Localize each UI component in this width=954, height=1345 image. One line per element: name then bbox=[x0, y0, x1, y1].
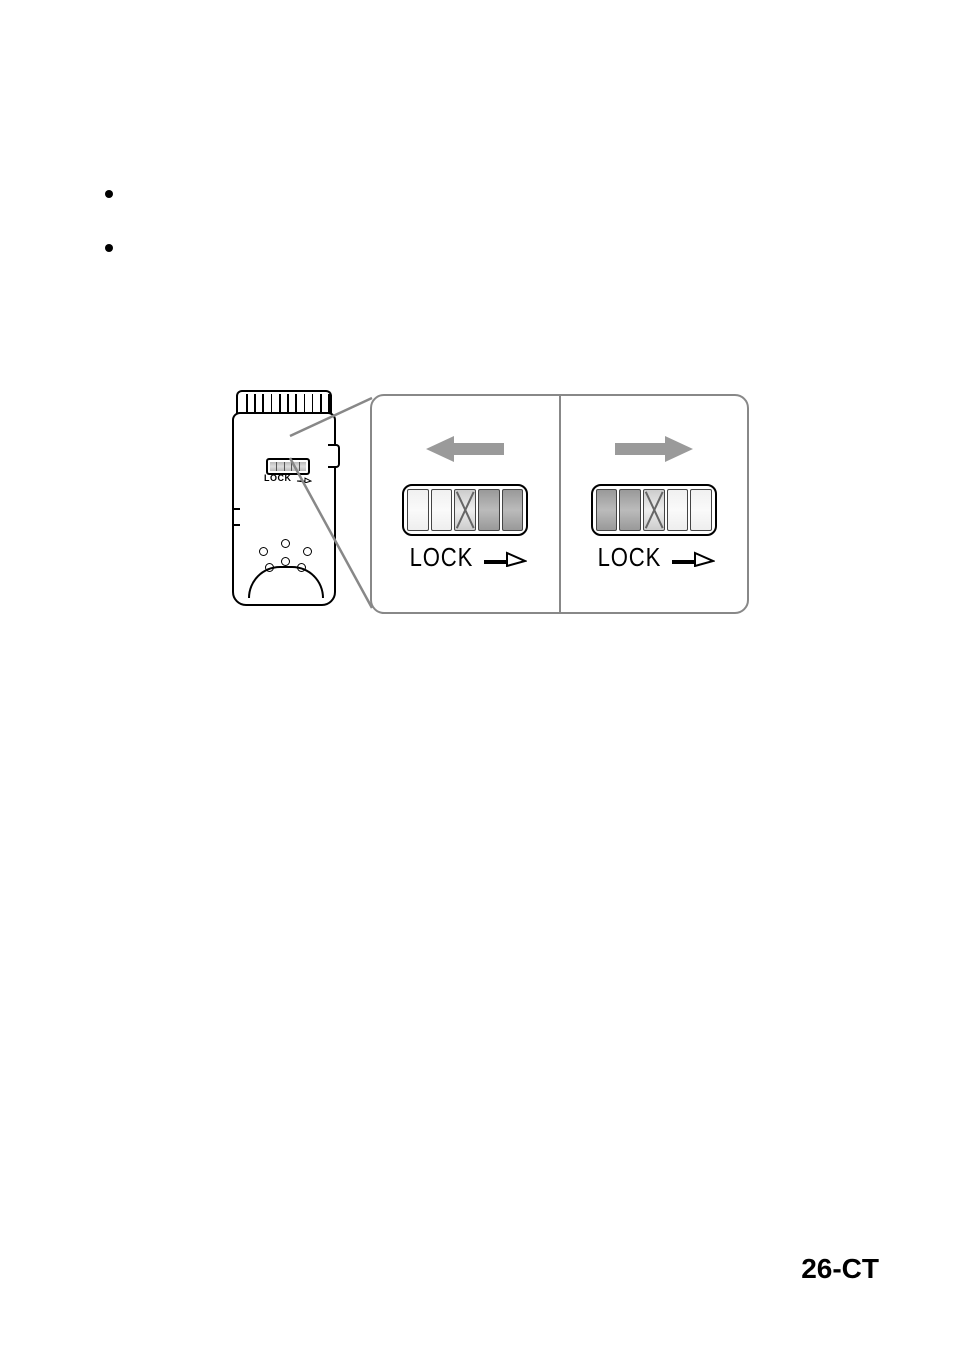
arrow-left-icon bbox=[426, 436, 504, 462]
lock-label-text-small: LOCK bbox=[264, 473, 292, 483]
lock-switch-locked bbox=[591, 484, 717, 536]
bullet-1 bbox=[105, 190, 113, 198]
lock-switch-unlocked bbox=[402, 484, 528, 536]
lock-diagram: LOCK bbox=[215, 390, 755, 615]
lock-arrow-right-icon bbox=[671, 547, 715, 567]
callout-connector bbox=[290, 398, 375, 608]
callout-box: LOCK LOCK bbox=[370, 394, 749, 614]
lock-label-left: LOCK bbox=[409, 542, 473, 573]
bullet-2 bbox=[105, 244, 113, 252]
lock-arrow-left-icon bbox=[483, 547, 527, 567]
callout-panel-lock: LOCK bbox=[561, 396, 748, 612]
lock-label-right: LOCK bbox=[598, 542, 662, 573]
page-number: 26-CT bbox=[801, 1253, 879, 1285]
arrow-right-icon bbox=[615, 436, 693, 462]
bullet-list bbox=[105, 190, 113, 298]
device-left-notch bbox=[232, 508, 240, 526]
callout-panel-unlock: LOCK bbox=[372, 396, 561, 612]
